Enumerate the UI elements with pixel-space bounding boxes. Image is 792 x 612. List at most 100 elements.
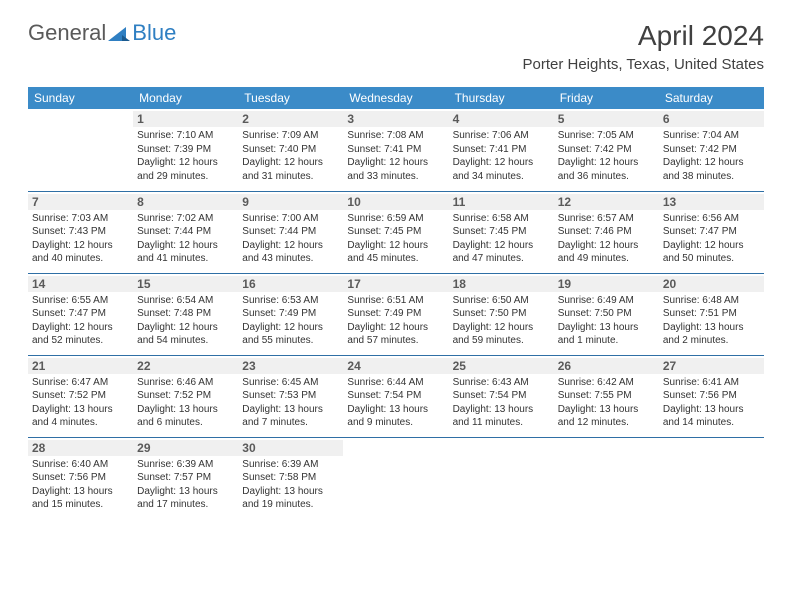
calendar-cell: 6 Sunrise: 7:04 AMSunset: 7:42 PMDaylight…: [659, 109, 764, 191]
calendar-row: 1Sunrise: 7:10 AMSunset: 7:39 PMDaylight…: [28, 109, 764, 191]
day-detail: Sunrise: 6:41 AMSunset: 7:56 PMDaylight:…: [663, 376, 760, 430]
day-number: 24: [343, 358, 448, 374]
day-detail: Sunrise: 6:45 AMSunset: 7:53 PMDaylight:…: [242, 376, 339, 430]
day-detail: Sunrise: 6:48 AMSunset: 7:51 PMDaylight:…: [663, 294, 760, 348]
day-detail: Sunrise: 7:04 AMSunset: 7:42 PMDaylight:…: [663, 129, 760, 183]
day-detail: Sunrise: 6:51 AMSunset: 7:49 PMDaylight:…: [347, 294, 444, 348]
day-number: 20: [659, 276, 764, 292]
calendar-cell: 23 Sunrise: 6:45 AMSunset: 7:53 PMDayligh…: [238, 355, 343, 437]
day-detail: Sunrise: 6:50 AMSunset: 7:50 PMDaylight:…: [453, 294, 550, 348]
weekday-header: Thursday: [449, 87, 554, 109]
weekday-header: Sunday: [28, 87, 133, 109]
calendar-cell: 25Sunrise: 6:43 AMSunset: 7:54 PMDayligh…: [449, 355, 554, 437]
title-block: April 2024 Porter Heights, Texas, United…: [522, 20, 764, 73]
calendar-cell: [449, 437, 554, 519]
calendar-cell: 9Sunrise: 7:00 AMSunset: 7:44 PMDaylight…: [238, 191, 343, 273]
calendar-cell: 11 Sunrise: 6:58 AMSunset: 7:45 PMDayligh…: [449, 191, 554, 273]
calendar-cell: 5 Sunrise: 7:05 AMSunset: 7:42 PMDaylight…: [554, 109, 659, 191]
calendar-cell: 27 Sunrise: 6:41 AMSunset: 7:56 PMDayligh…: [659, 355, 764, 437]
day-number: 27: [659, 358, 764, 374]
calendar-cell: 22 Sunrise: 6:46 AMSunset: 7:52 PMDayligh…: [133, 355, 238, 437]
weekday-header: Tuesday: [238, 87, 343, 109]
calendar-cell: 10 Sunrise: 6:59 AMSunset: 7:45 PMDayligh…: [343, 191, 448, 273]
day-number: 21: [28, 358, 133, 374]
calendar-cell: 24 Sunrise: 6:44 AMSunset: 7:54 PMDayligh…: [343, 355, 448, 437]
day-detail: Sunrise: 6:55 AMSunset: 7:47 PMDaylight:…: [32, 294, 129, 348]
calendar-cell: 15 Sunrise: 6:54 AMSunset: 7:48 PMDayligh…: [133, 273, 238, 355]
day-number: 29: [133, 440, 238, 456]
day-detail: Sunrise: 6:44 AMSunset: 7:54 PMDaylight:…: [347, 376, 444, 430]
day-detail: Sunrise: 6:59 AMSunset: 7:45 PMDaylight:…: [347, 212, 444, 266]
calendar-cell: 7 Sunrise: 7:03 AMSunset: 7:43 PMDaylight…: [28, 191, 133, 273]
day-number: 26: [554, 358, 659, 374]
day-detail: Sunrise: 6:39 AMSunset: 7:57 PMDaylight:…: [137, 458, 234, 512]
calendar-cell: 3Sunrise: 7:08 AMSunset: 7:41 PMDaylight…: [343, 109, 448, 191]
day-detail: Sunrise: 7:02 AMSunset: 7:44 PMDaylight:…: [137, 212, 234, 266]
calendar-cell: [554, 437, 659, 519]
calendar-cell: 17Sunrise: 6:51 AMSunset: 7:49 PMDayligh…: [343, 273, 448, 355]
day-detail: Sunrise: 7:08 AMSunset: 7:41 PMDaylight:…: [347, 129, 444, 183]
weekday-header: Friday: [554, 87, 659, 109]
calendar-cell: 19 Sunrise: 6:49 AMSunset: 7:50 PMDayligh…: [554, 273, 659, 355]
day-detail: Sunrise: 7:06 AMSunset: 7:41 PMDaylight:…: [453, 129, 550, 183]
calendar-cell: 16 Sunrise: 6:53 AMSunset: 7:49 PMDayligh…: [238, 273, 343, 355]
day-detail: Sunrise: 7:03 AMSunset: 7:43 PMDaylight:…: [32, 212, 129, 266]
day-detail: Sunrise: 6:47 AMSunset: 7:52 PMDaylight:…: [32, 376, 129, 430]
weekday-header: Wednesday: [343, 87, 448, 109]
day-detail: Sunrise: 7:00 AMSunset: 7:44 PMDaylight:…: [242, 212, 339, 266]
calendar-row: 7 Sunrise: 7:03 AMSunset: 7:43 PMDaylight…: [28, 191, 764, 273]
month-title: April 2024: [522, 20, 764, 52]
calendar-cell: [659, 437, 764, 519]
calendar-cell: [28, 109, 133, 191]
day-number: 12: [554, 194, 659, 210]
day-number: 7: [28, 194, 133, 210]
day-detail: Sunrise: 6:40 AMSunset: 7:56 PMDaylight:…: [32, 458, 129, 512]
day-number: 11: [449, 194, 554, 210]
day-number: 10: [343, 194, 448, 210]
day-number: 25: [449, 358, 554, 374]
calendar-cell: 28 Sunrise: 6:40 AMSunset: 7:56 PMDayligh…: [28, 437, 133, 519]
day-detail: Sunrise: 7:05 AMSunset: 7:42 PMDaylight:…: [558, 129, 655, 183]
logo-triangle-icon: [108, 25, 130, 41]
calendar-cell: 13Sunrise: 6:56 AMSunset: 7:47 PMDayligh…: [659, 191, 764, 273]
day-number: 14: [28, 276, 133, 292]
day-number: 19: [554, 276, 659, 292]
calendar-cell: 4 Sunrise: 7:06 AMSunset: 7:41 PMDaylight…: [449, 109, 554, 191]
day-number: 2: [238, 111, 343, 127]
calendar-body: 1Sunrise: 7:10 AMSunset: 7:39 PMDaylight…: [28, 109, 764, 519]
day-detail: Sunrise: 6:46 AMSunset: 7:52 PMDaylight:…: [137, 376, 234, 430]
day-number: 28: [28, 440, 133, 456]
calendar-row: 21 Sunrise: 6:47 AMSunset: 7:52 PMDayligh…: [28, 355, 764, 437]
calendar-cell: 18 Sunrise: 6:50 AMSunset: 7:50 PMDayligh…: [449, 273, 554, 355]
day-detail: Sunrise: 6:57 AMSunset: 7:46 PMDaylight:…: [558, 212, 655, 266]
calendar-cell: 14 Sunrise: 6:55 AMSunset: 7:47 PMDayligh…: [28, 273, 133, 355]
day-number: 16: [238, 276, 343, 292]
day-detail: Sunrise: 6:54 AMSunset: 7:48 PMDaylight:…: [137, 294, 234, 348]
day-number: 13: [659, 194, 764, 210]
calendar-cell: 8 Sunrise: 7:02 AMSunset: 7:44 PMDaylight…: [133, 191, 238, 273]
header: General Blue April 2024 Porter Heights, …: [0, 0, 792, 79]
day-number: 5: [554, 111, 659, 127]
day-number: 8: [133, 194, 238, 210]
day-number: 18: [449, 276, 554, 292]
calendar-cell: 2 Sunrise: 7:09 AMSunset: 7:40 PMDaylight…: [238, 109, 343, 191]
calendar-cell: 30Sunrise: 6:39 AMSunset: 7:58 PMDayligh…: [238, 437, 343, 519]
day-detail: Sunrise: 6:58 AMSunset: 7:45 PMDaylight:…: [453, 212, 550, 266]
day-number: 4: [449, 111, 554, 127]
day-number: 6: [659, 111, 764, 127]
calendar-row: 14 Sunrise: 6:55 AMSunset: 7:47 PMDayligh…: [28, 273, 764, 355]
calendar-cell: 12 Sunrise: 6:57 AMSunset: 7:46 PMDayligh…: [554, 191, 659, 273]
calendar-cell: 21 Sunrise: 6:47 AMSunset: 7:52 PMDayligh…: [28, 355, 133, 437]
calendar-head: SundayMondayTuesdayWednesdayThursdayFrid…: [28, 87, 764, 109]
day-number: 30: [238, 440, 343, 456]
calendar-cell: 26Sunrise: 6:42 AMSunset: 7:55 PMDayligh…: [554, 355, 659, 437]
day-number: 23: [238, 358, 343, 374]
day-detail: Sunrise: 6:53 AMSunset: 7:49 PMDaylight:…: [242, 294, 339, 348]
day-number: 1: [133, 111, 238, 127]
calendar-cell: 20 Sunrise: 6:48 AMSunset: 7:51 PMDayligh…: [659, 273, 764, 355]
day-detail: Sunrise: 7:09 AMSunset: 7:40 PMDaylight:…: [242, 129, 339, 183]
day-number: 15: [133, 276, 238, 292]
logo-text-general: General: [28, 20, 106, 46]
day-detail: Sunrise: 6:49 AMSunset: 7:50 PMDaylight:…: [558, 294, 655, 348]
day-number: 22: [133, 358, 238, 374]
